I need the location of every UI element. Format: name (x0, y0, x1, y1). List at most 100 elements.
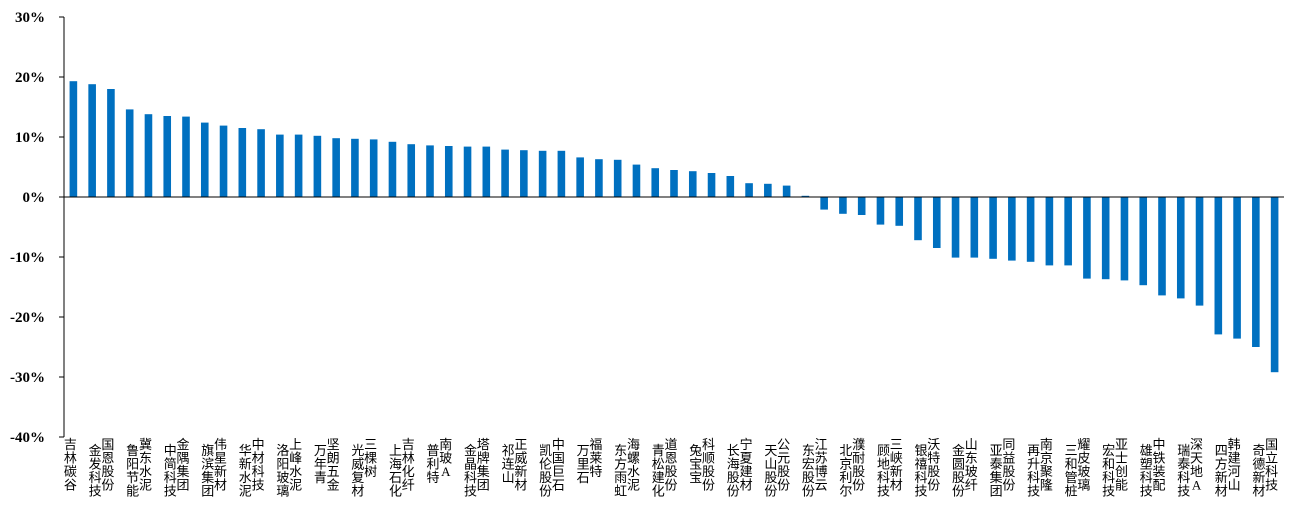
bar (1233, 197, 1241, 339)
x-tick-label: 塔牌集团 (477, 437, 490, 493)
bar (726, 176, 735, 197)
bar (182, 116, 190, 197)
bar (388, 141, 397, 197)
bar (970, 197, 979, 258)
x-tick-label: 亚士创能 (1115, 437, 1128, 493)
bar (782, 185, 791, 197)
bar (914, 197, 922, 241)
x-tick-label: 南京聚隆 (1040, 437, 1053, 493)
bar (69, 81, 78, 197)
bar (1120, 197, 1129, 281)
bar (613, 159, 622, 197)
bar (895, 197, 904, 226)
bar (219, 125, 228, 197)
x-tick-label: 凯伦股份 (539, 443, 552, 499)
y-tick-label: 30% (15, 10, 45, 26)
x-tick-label: 中简科技 (164, 443, 177, 499)
x-tick-label: 伟星新材 (214, 437, 227, 493)
x-tick-labels: 吉林碳谷金发科技国恩股份鲁阳节能冀东水泥中简科技金隅集团旗滨集团伟星新材华新水泥… (64, 437, 1278, 499)
x-tick-label: 万里石 (577, 443, 590, 485)
bar (88, 84, 96, 197)
bar (294, 134, 303, 197)
x-tick-label: 同益股份 (1002, 437, 1015, 493)
y-tick-label: -40% (10, 430, 45, 446)
x-tick-label: 光威复材 (351, 443, 364, 499)
y-tick-label: -10% (10, 250, 45, 266)
x-tick-label: 中国巨石 (552, 437, 565, 493)
bar (1195, 197, 1204, 306)
x-tick-label: 道恩股份 (664, 437, 677, 493)
bar (1158, 197, 1166, 296)
bars-group (69, 81, 1279, 373)
bar (238, 128, 247, 197)
bar (125, 109, 134, 197)
bar (482, 146, 491, 197)
bar (745, 183, 753, 197)
x-tick-label: 普利特 (426, 443, 439, 485)
x-tick-label: 三峡新材 (890, 437, 903, 493)
x-tick-label: 洛阳玻璃 (276, 443, 289, 499)
x-tick-label: 再升科技 (1027, 443, 1040, 499)
x-tick-label: 山东玻纤 (965, 437, 978, 493)
bar (595, 159, 603, 197)
x-tick-label: 南玻 A (439, 437, 452, 479)
x-tick-label: 鲁阳节能 (126, 443, 139, 499)
x-tick-label: 顾地科技 (877, 443, 890, 499)
bar (989, 197, 997, 259)
x-tick-label: 科顺股份 (702, 437, 715, 493)
bar (1270, 197, 1279, 373)
x-tick-label: 亚泰集团 (990, 443, 1003, 499)
y-tick-label: -20% (10, 310, 45, 326)
x-tick-label: 东方雨虹 (614, 443, 627, 499)
bar (1176, 197, 1185, 299)
x-tick-label: 吉林化纤 (402, 437, 415, 493)
bar (163, 116, 172, 197)
bar (369, 139, 378, 197)
x-tick-label: 中铁装配 (1152, 437, 1165, 493)
x-tick-label: 韩建河山 (1228, 437, 1241, 493)
bar (557, 150, 566, 197)
x-tick-label: 旗滨集团 (201, 443, 214, 499)
x-tick-label: 奇德新材 (1252, 443, 1265, 499)
x-tick-label: 雄塑科技 (1140, 443, 1153, 499)
bar (520, 150, 528, 197)
x-tick-label: 青松建化 (652, 443, 665, 499)
x-tick-label: 江苏博云 (815, 437, 828, 493)
bar (1026, 197, 1035, 262)
bar (764, 183, 772, 197)
bar (257, 129, 265, 197)
bar (951, 197, 960, 258)
x-tick-label: 上海石化 (389, 443, 402, 499)
x-tick-label: 四方新材 (1215, 443, 1228, 499)
bar (501, 149, 509, 197)
bar (144, 114, 153, 197)
x-tick-label: 吉林碳谷 (64, 437, 77, 493)
bar (1083, 197, 1091, 279)
bar (820, 197, 828, 210)
bar (444, 146, 453, 197)
bar (632, 164, 641, 197)
x-tick-label: 沃特股份 (927, 437, 940, 493)
bar (313, 135, 322, 197)
x-tick-label: 坚朗五金 (327, 437, 340, 493)
bar (932, 197, 941, 248)
x-tick-label: 濮耐股份 (852, 437, 865, 493)
x-tick-label: 万年青 (314, 443, 327, 485)
bar (407, 144, 416, 197)
x-tick-label: 瑞泰科技 (1177, 443, 1190, 499)
x-tick-label: 中材科技 (252, 437, 265, 493)
bar (707, 173, 716, 197)
bar (1008, 197, 1016, 261)
bar (332, 138, 340, 197)
bar (576, 157, 584, 197)
x-tick-label: 公元股份 (777, 437, 790, 493)
bar (276, 134, 284, 197)
x-tick-label: 北京利尔 (839, 443, 852, 499)
x-tick-label: 国立科技 (1265, 437, 1278, 493)
bar (463, 146, 472, 197)
x-tick-label: 金晶科技 (464, 443, 477, 499)
x-tick-label: 兔宝宝 (689, 443, 702, 485)
bar (107, 89, 115, 197)
bar (651, 168, 660, 197)
